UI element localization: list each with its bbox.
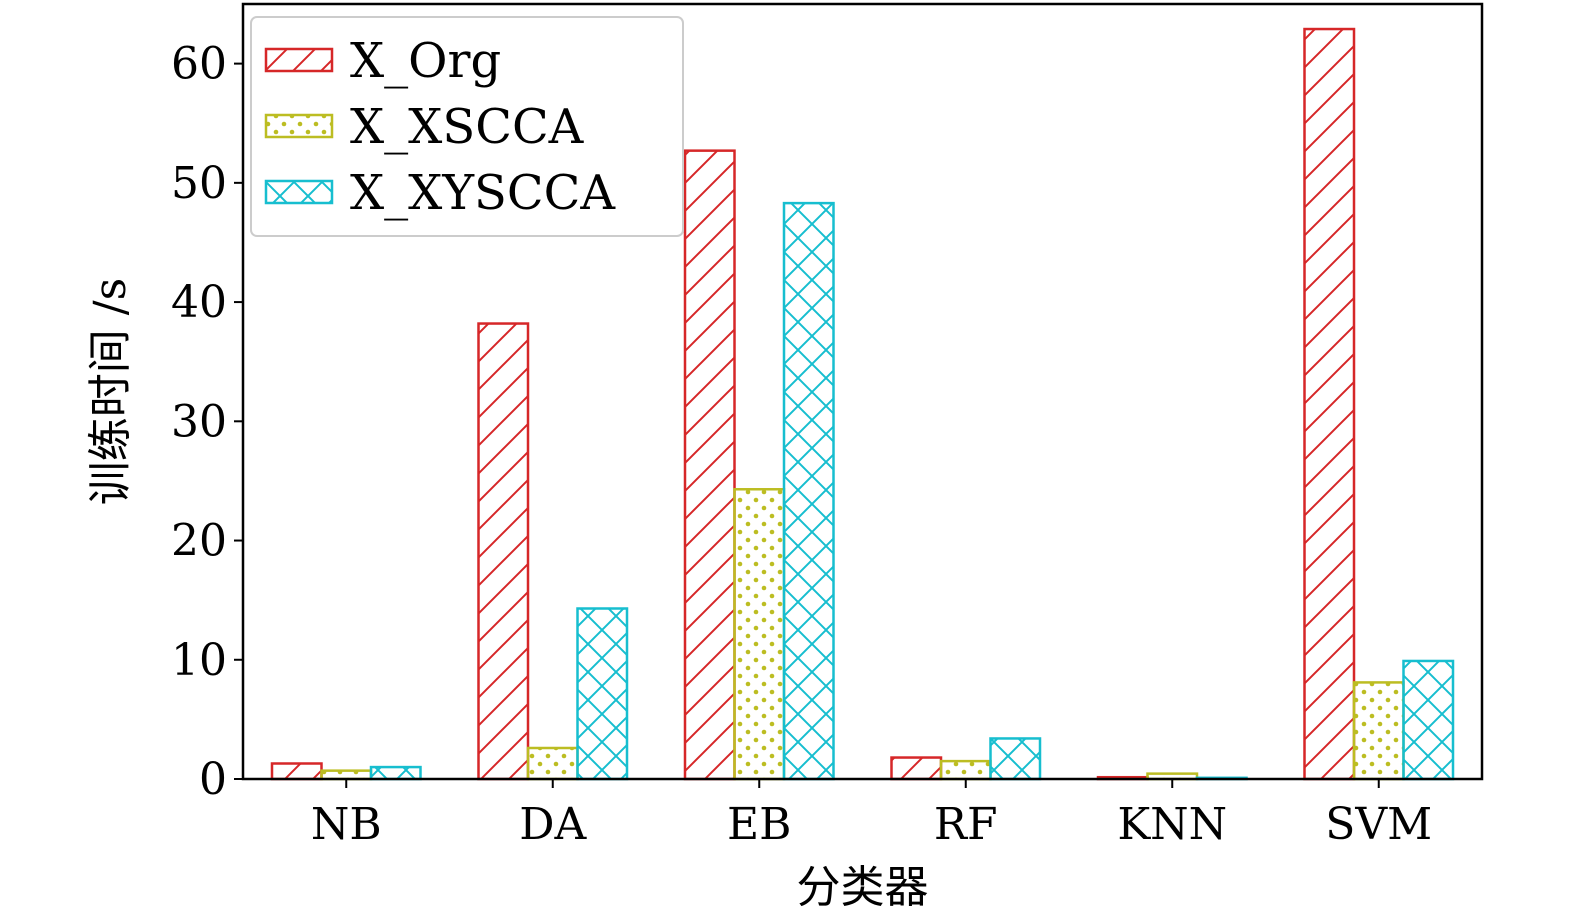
- y-tick-label: 50: [171, 158, 227, 209]
- bar-da-x-xscca: [526, 746, 579, 781]
- legend-swatch: [264, 179, 334, 205]
- x-axis-title: 分类器: [797, 862, 929, 913]
- y-tick-label: 10: [171, 635, 227, 686]
- bar-eb-x-xyscca: [782, 201, 835, 781]
- legend-swatch: [264, 47, 334, 73]
- y-axis-ticks: 0 10 20 30 40 50 60: [171, 39, 243, 805]
- y-tick-label: 20: [171, 516, 227, 567]
- y-tick-label: 60: [171, 39, 227, 90]
- legend-label: X_XYSCCA: [350, 165, 616, 221]
- y-tick-label: 30: [171, 396, 227, 447]
- bar-svm-x-org: [1303, 27, 1356, 781]
- x-tick-label: RF: [934, 799, 998, 850]
- bar-rf-x-xscca: [939, 759, 992, 781]
- bar-eb-x-org: [683, 149, 736, 781]
- bars-layer: [270, 27, 1455, 781]
- bar-svm-x-xscca: [1352, 681, 1405, 781]
- legend-label: X_XSCCA: [350, 99, 585, 155]
- plot-frame: [241, 2, 1484, 781]
- x-tick-label: EB: [727, 799, 791, 850]
- bar-nb-x-org: [270, 762, 323, 781]
- bar-da-x-xyscca: [576, 607, 629, 781]
- bar-rf-x-xyscca: [989, 737, 1042, 781]
- legend-swatch: [264, 113, 334, 139]
- bar-nb-x-xscca: [320, 769, 373, 781]
- x-tick-label: SVM: [1325, 799, 1432, 850]
- bar-nb-x-xyscca: [369, 765, 422, 781]
- bar-da-x-org: [477, 322, 530, 781]
- x-tick-label: KNN: [1117, 799, 1227, 850]
- y-tick-label: 40: [171, 277, 227, 328]
- legend-items: X_Org X_XSCCA X_XYSCCA: [264, 33, 616, 221]
- y-axis-title: 训练时间 /s: [85, 278, 136, 505]
- bar-rf-x-org: [890, 756, 943, 781]
- x-tick-label: DA: [519, 799, 587, 850]
- x-axis-ticks: NB DA EB RF KNN SVM: [311, 779, 1432, 850]
- bar-svm-x-xyscca: [1402, 659, 1455, 781]
- bar-eb-x-xscca: [733, 488, 786, 781]
- y-tick-label: 0: [199, 754, 227, 805]
- legend-box: [250, 16, 684, 237]
- legend-label: X_Org: [350, 33, 501, 89]
- legend: X_Org X_XSCCA X_XYSCCA: [250, 16, 684, 237]
- x-tick-label: NB: [311, 799, 382, 850]
